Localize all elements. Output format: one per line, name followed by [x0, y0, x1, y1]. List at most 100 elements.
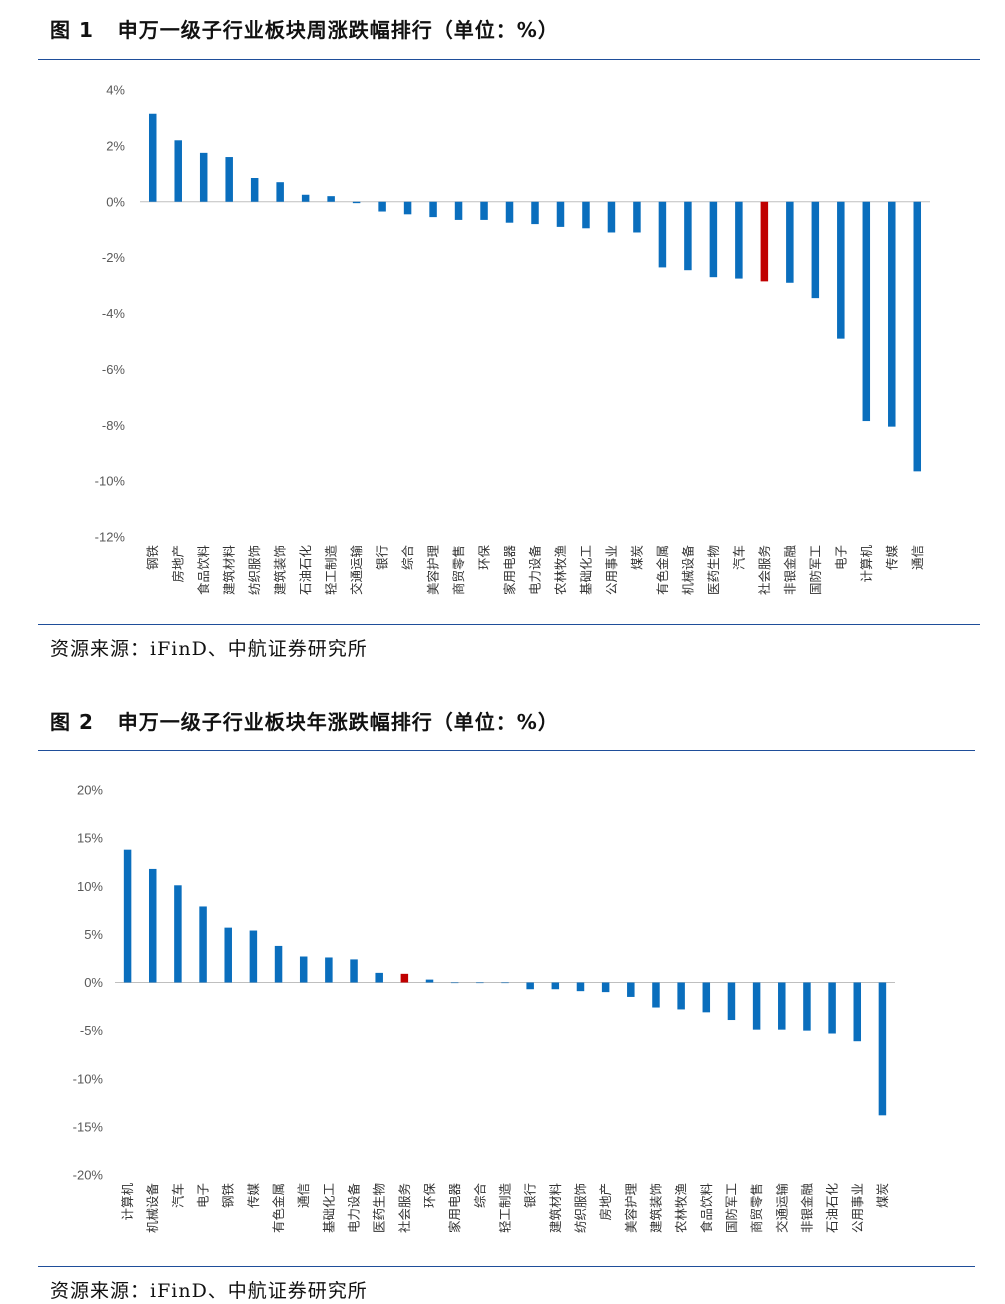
chart1-category-label: 国防军工	[724, 1183, 739, 1233]
chart0-bar	[505, 201, 514, 223]
chart1-y-tick-label: 10%	[77, 879, 103, 894]
chart0-bar	[684, 201, 692, 271]
chart1-category-label: 银行	[523, 1183, 538, 1208]
chart0-category-label: 社会服务	[757, 545, 772, 595]
chart1-category-label: 有色金属	[271, 1183, 286, 1233]
chart1-bar	[274, 945, 283, 983]
chart0-bar	[837, 201, 845, 339]
figure-1-chart: 4% 2% 0% -2% -4% -6% -8% -10% -12% 钢铁 房地产 食品饮料 建筑材料纺…	[95, 83, 930, 596]
chart0-y-tick-label: 0%	[106, 194, 125, 209]
chart1-y-tick-label: -20%	[73, 1168, 104, 1183]
chart1-category-label: 电子	[196, 1183, 211, 1208]
figure-2-source: 资源来源：iFinD、中航证券研究所	[50, 1280, 368, 1302]
chart0-y-tick-label: -6%	[102, 362, 126, 377]
chart0-category-label: 食品饮料	[196, 545, 211, 596]
chart0-category-label: 轻工制造	[324, 545, 339, 596]
chart0-category-label: 房地产	[171, 545, 186, 583]
chart0-y-tick-label: -4%	[102, 306, 126, 321]
chart1-category-label: 商贸零售	[749, 1183, 764, 1233]
chart0-bar	[913, 201, 922, 472]
chart0-category-label: 汽车	[731, 545, 746, 570]
chart1-bar	[803, 982, 811, 1031]
chart1-y-tick-label: 5%	[84, 927, 103, 942]
figure-2-bottom-rule	[38, 1266, 975, 1267]
chart1-category-label: 公用事业	[850, 1183, 865, 1233]
chart1-category-label: 综合	[472, 1183, 487, 1209]
chart1-y-tick-label: -5%	[80, 1023, 104, 1038]
chart0-bar	[786, 201, 794, 283]
chart1-category-label: 机械设备	[145, 1183, 160, 1234]
chart0-bar	[888, 201, 896, 427]
chart1-y-tick-label: -10%	[73, 1071, 104, 1086]
chart1-category-label: 纺织服饰	[573, 1183, 588, 1233]
chart1-bar	[601, 982, 610, 993]
chart1-category-label: 汽车	[170, 1183, 185, 1208]
figure-1-heading: 图 1 申万一级子行业板块周涨跌幅排行（单位：%）	[50, 14, 559, 43]
chart1-bar	[425, 979, 434, 983]
chart0-bar	[582, 201, 590, 229]
chart0-bar	[276, 182, 284, 202]
chart1-category-label: 环保	[422, 1183, 437, 1209]
chart1-bar	[551, 982, 560, 990]
chart0-bar	[429, 201, 437, 218]
chart0-category-label: 家用电器	[502, 545, 517, 596]
chart0-category-label: 计算机	[859, 545, 874, 583]
chart1-category-label: 美容护理	[623, 1183, 638, 1234]
chart1-bar	[702, 982, 711, 1013]
chart0-bar	[556, 201, 565, 227]
chart1-bar	[249, 930, 258, 983]
chart1-category-label: 社会服务	[397, 1183, 412, 1233]
chart0-category-label: 传媒	[884, 545, 899, 571]
chart1-bar	[853, 982, 862, 1042]
chart0-category-label: 综合	[400, 545, 415, 571]
chart1-category-label: 家用电器	[447, 1183, 462, 1234]
chart1-category-label: 交通运输	[774, 1183, 789, 1234]
chart0-bar	[352, 201, 361, 204]
chart0-category-label: 交通运输	[349, 545, 364, 596]
figure-2-number: 图 2	[50, 710, 94, 734]
chart0-category-label: 建筑材料	[222, 545, 237, 596]
chart1-category-label: 房地产	[598, 1183, 613, 1221]
chart0-bar	[607, 201, 616, 233]
chart1-bar	[350, 959, 358, 983]
chart1-bar	[375, 972, 383, 983]
chart0-y-tick-label: 4%	[106, 83, 125, 98]
chart0-category-label: 美容护理	[426, 545, 441, 596]
chart0-y-tick-label: -8%	[102, 418, 126, 433]
figure-1-bottom-rule	[38, 624, 980, 625]
figure-1-source: 资源来源：iFinD、中航证券研究所	[50, 638, 368, 660]
chart1-category-label: 石油石化	[825, 1183, 840, 1234]
chart0-bar	[531, 201, 539, 225]
chart0-category-label: 电力设备	[528, 545, 543, 596]
chart0-category-label: 机械设备	[680, 545, 695, 596]
chart1-bar	[727, 982, 736, 1021]
figure-1-number: 图 1	[50, 18, 94, 42]
chart1-category-label: 建筑装饰	[648, 1183, 663, 1233]
chart0-bar	[148, 113, 157, 202]
chart0-category-label: 非银金融	[782, 545, 797, 596]
chart0-bar	[174, 140, 182, 202]
chart1-category-label: 计算机	[120, 1183, 135, 1221]
chart1-bar	[400, 973, 409, 983]
figure-2-heading: 图 2 申万一级子行业板块年涨跌幅排行（单位：%）	[50, 706, 559, 735]
chart1-bar	[752, 982, 761, 1030]
chart0-category-label: 银行	[375, 545, 390, 570]
chart0-y-tick-label: -2%	[102, 250, 126, 265]
chart0-category-label: 环保	[477, 545, 492, 571]
chart0-category-label: 纺织服饰	[247, 545, 262, 595]
chart0-category-label: 石油石化	[298, 545, 313, 596]
chart0-bar	[862, 201, 871, 422]
chart1-category-label: 非银金融	[799, 1183, 814, 1234]
chart0-bar	[301, 194, 310, 202]
chart0-category-label: 钢铁	[145, 545, 160, 571]
chart0-bar	[454, 201, 463, 220]
chart0-category-label: 基础化工	[578, 545, 593, 595]
chart0-bar	[403, 201, 412, 215]
chart0-bar	[633, 201, 641, 233]
figure-2-top-rule	[38, 750, 975, 751]
chart1-y-tick-label: 15%	[77, 831, 103, 846]
chart1-category-label: 食品饮料	[699, 1183, 714, 1234]
chart0-bar	[199, 152, 208, 202]
chart0-y-tick-label: -12%	[95, 530, 126, 545]
chart0-category-label: 国防军工	[808, 545, 823, 595]
